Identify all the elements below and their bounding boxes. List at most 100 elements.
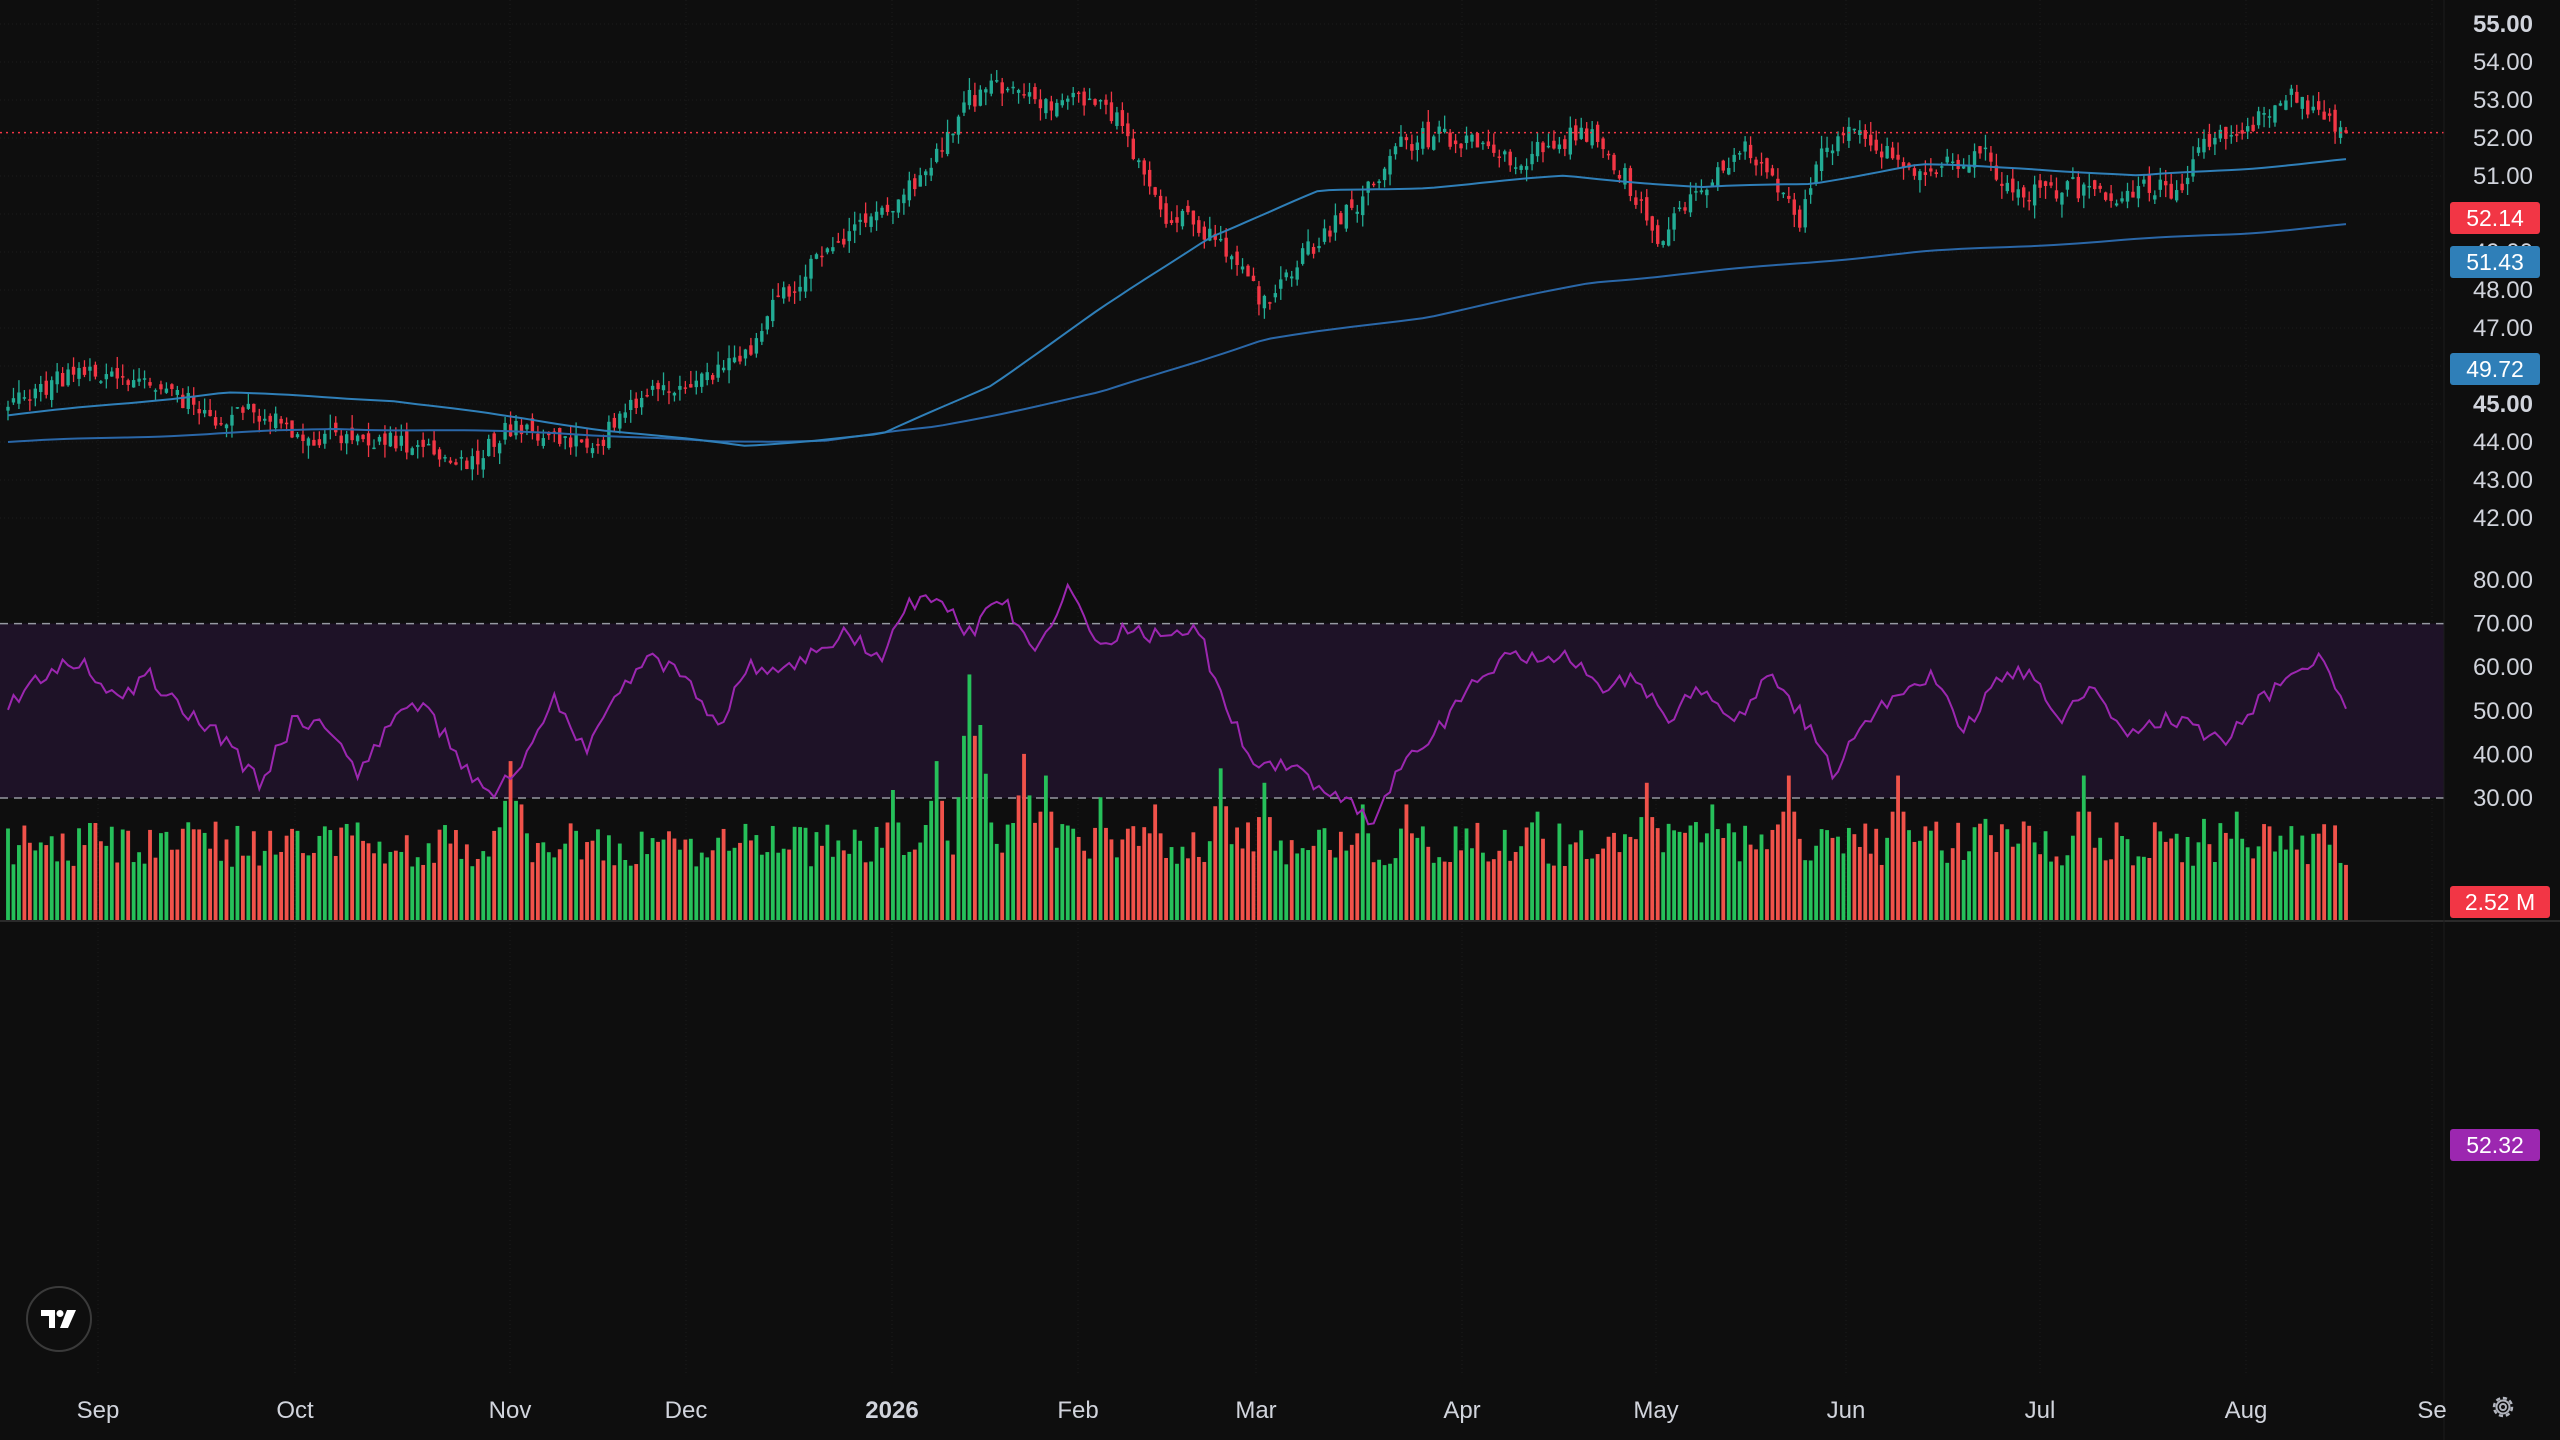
candle <box>323 429 327 449</box>
candle <box>951 133 955 143</box>
candle <box>1055 99 1059 118</box>
candle <box>803 264 808 298</box>
volume-bar <box>2054 856 2059 920</box>
volume-bar <box>1131 826 1136 920</box>
volume-bar <box>1999 824 2004 920</box>
volume-bar <box>1530 822 1534 920</box>
volume-bar <box>770 825 775 920</box>
candle <box>814 252 819 260</box>
candle <box>1901 157 1906 180</box>
volume-bar <box>426 843 431 920</box>
last-price-tag: 52.14 <box>2450 202 2540 234</box>
volume-bar <box>2125 839 2130 920</box>
volume-bar <box>2218 823 2223 920</box>
volume-bar <box>754 835 759 920</box>
candle <box>568 424 573 455</box>
candle <box>2109 184 2113 208</box>
candle <box>131 369 136 388</box>
volume-bar <box>1606 836 1611 920</box>
candle <box>2213 132 2217 156</box>
volume-bar <box>66 860 71 920</box>
candle <box>940 137 944 158</box>
candle <box>317 431 322 448</box>
candle <box>159 380 163 395</box>
volume-bar <box>787 849 792 920</box>
candle <box>1317 237 1321 253</box>
candle <box>2278 100 2283 107</box>
volume-bar <box>1054 847 1059 920</box>
candle <box>1328 225 1332 243</box>
candle <box>202 398 207 418</box>
candle <box>17 380 21 410</box>
volume-bar <box>454 830 458 920</box>
candle <box>1279 266 1283 300</box>
volume-bar <box>645 854 650 920</box>
price-tick-label: 45.00 <box>2473 391 2533 418</box>
volume-bar <box>1825 830 1829 920</box>
candle <box>1503 149 1507 162</box>
candle <box>1147 161 1152 195</box>
volume-bar <box>2207 844 2212 920</box>
candle <box>421 432 425 458</box>
candle <box>1803 189 1807 233</box>
volume-bar <box>541 842 546 920</box>
volume-bar <box>355 822 360 920</box>
volume-bar <box>688 838 693 920</box>
volume-bar <box>1978 823 1982 920</box>
volume-bar <box>279 851 284 920</box>
time-axis[interactable]: Sep Oct Nov Dec 2026 Feb Mar Apr May Jun Jul Aug Se <box>77 1397 2447 1424</box>
volume-bar <box>1098 797 1103 920</box>
volume-bar <box>590 840 595 920</box>
candle <box>1683 201 1687 215</box>
candle <box>1344 204 1349 232</box>
volume-bar <box>437 829 442 920</box>
volume-bar <box>77 828 81 920</box>
candle <box>2114 199 2119 207</box>
candle <box>1628 165 1633 202</box>
volume-bar <box>1573 842 1578 920</box>
volume-bar <box>2005 829 2010 920</box>
candle <box>1273 284 1278 303</box>
candle <box>148 377 152 389</box>
volume-bar <box>1082 850 1087 920</box>
volume-bar <box>235 825 240 920</box>
rsi-axis[interactable]: 80.00 70.00 60.00 50.00 40.00 30.00 <box>2473 567 2533 812</box>
volume-bar <box>2049 861 2053 920</box>
candle <box>853 211 857 244</box>
volume-bar <box>295 830 300 920</box>
candle <box>77 362 81 387</box>
volume-bar <box>650 838 655 920</box>
volume-bar <box>27 842 32 920</box>
candle <box>825 247 830 255</box>
volume-bar <box>459 858 464 920</box>
volume-bar <box>1093 827 1097 920</box>
volume-bar <box>1584 859 1589 920</box>
volume-bar <box>2043 831 2048 920</box>
volume-bar <box>126 830 131 920</box>
candle <box>891 210 895 224</box>
candle <box>2142 174 2146 187</box>
volume-bar <box>2065 855 2070 920</box>
candle <box>213 410 218 429</box>
candle <box>11 387 16 405</box>
candle <box>295 432 300 439</box>
candle <box>334 416 338 436</box>
volume-bar <box>601 860 606 920</box>
price-tick-label: 53.00 <box>2473 87 2533 114</box>
volume-bar <box>2070 835 2075 920</box>
volume-bar <box>1349 844 1354 920</box>
candle <box>2093 179 2097 197</box>
tradingview-logo-icon[interactable] <box>26 1286 92 1352</box>
volume-bar <box>1437 857 1442 920</box>
settings-gear-icon[interactable] <box>2488 1392 2518 1422</box>
volume-bar <box>1508 860 1513 920</box>
volume-bar <box>1918 840 1922 920</box>
volume-bar <box>2131 865 2135 920</box>
candle <box>71 357 76 383</box>
candle <box>1737 150 1742 160</box>
candle <box>1557 136 1562 154</box>
volume-bar <box>1502 829 1507 920</box>
volume-tag-text: 2.52 M <box>2465 889 2535 915</box>
candle <box>787 284 791 302</box>
